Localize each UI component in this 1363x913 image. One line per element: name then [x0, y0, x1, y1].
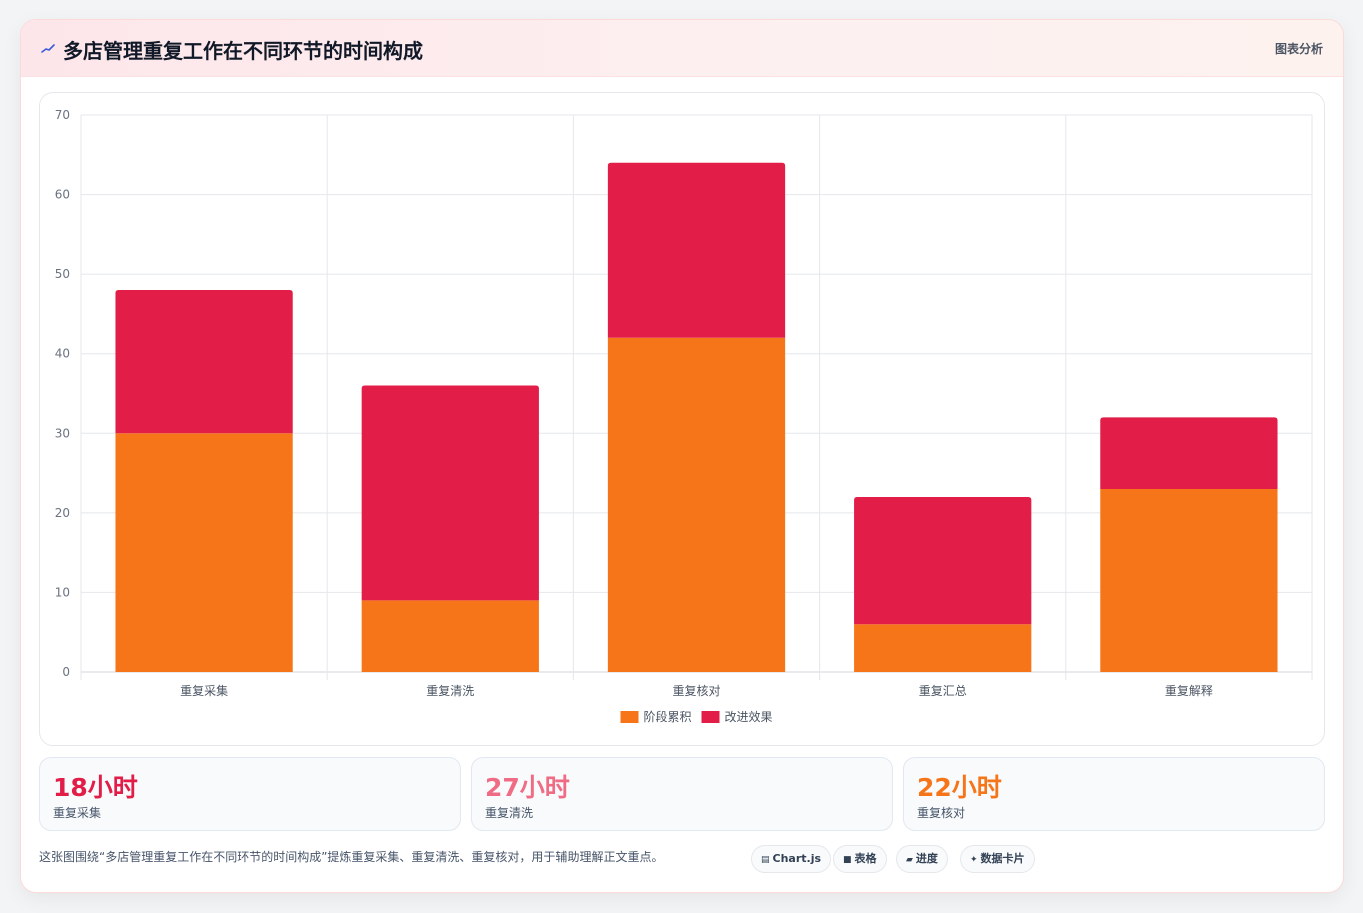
legend-swatch	[701, 711, 720, 723]
stat-value: 27小时	[485, 773, 570, 802]
y-tick-label: 60	[55, 188, 70, 202]
legend-swatch	[620, 711, 639, 723]
stat-card-clean: 27小时 重复清洗	[471, 757, 893, 831]
y-tick-label: 20	[55, 506, 70, 520]
stat-value: 18小时	[53, 773, 138, 802]
stat-cards: 18小时 重复采集 27小时 重复清洗 22小时 重复核对	[39, 757, 1325, 831]
bar-segment	[607, 337, 786, 672]
stat-label: 重复核对	[917, 806, 966, 820]
tag-table[interactable]: ■ 表格	[833, 845, 887, 873]
stat-label: 重复采集	[53, 806, 102, 820]
x-tick-label: 重复清洗	[426, 684, 474, 698]
chart-description: 这张图围绕“多店管理重复工作在不同环节的时间构成”提炼重复采集、重复清洗、重复核…	[39, 850, 664, 864]
tag-label: 数据卡片	[980, 852, 1025, 865]
chart-analysis-link[interactable]: 图表分析	[1274, 42, 1323, 56]
sparkle-icon: ✦	[970, 855, 978, 865]
legend-label: 阶段累积	[644, 709, 692, 724]
card-header: 多店管理重复工作在不同环节的时间构成 图表分析	[21, 20, 1343, 77]
bar-segment	[607, 162, 786, 338]
stat-card-verify: 22小时 重复核对	[903, 757, 1325, 831]
y-tick-label: 10	[55, 585, 70, 599]
x-tick-label: 重复采集	[180, 683, 228, 698]
stat-value: 22小时	[917, 773, 1002, 802]
legend-label: 改进效果	[725, 709, 773, 724]
tag-chartjs[interactable]: ▤ Chart.js	[751, 845, 832, 873]
bar-segment	[854, 496, 1032, 625]
x-tick-label: 重复解释	[1165, 684, 1213, 698]
table-icon: ■	[843, 855, 852, 865]
bar-segment	[115, 290, 293, 434]
tag-progress[interactable]: ▰ 进度	[896, 845, 948, 873]
bar-segment	[1100, 417, 1278, 489]
x-tick-label: 重复汇总	[919, 684, 967, 698]
y-tick-label: 30	[55, 426, 70, 440]
bar-segment	[115, 433, 293, 672]
tag-label: Chart.js	[772, 852, 822, 865]
bar-segment	[1100, 488, 1278, 672]
chart-card: 多店管理重复工作在不同环节的时间构成 图表分析 0 10 20 30 40 50 60 70 重…	[20, 19, 1344, 893]
trend-line-icon	[41, 44, 55, 53]
stat-card-collect: 18小时 重复采集	[39, 757, 461, 831]
y-tick-label: 50	[55, 267, 70, 281]
tag-data-card[interactable]: ✦ 数据卡片	[960, 845, 1035, 873]
tag-label: 表格	[854, 852, 877, 865]
stat-label: 重复清洗	[485, 806, 534, 820]
y-tick-label: 0	[62, 665, 70, 679]
y-tick-label: 40	[55, 347, 70, 361]
progress-icon: ▰	[906, 855, 913, 865]
bar-segment	[854, 624, 1032, 672]
bar-segment	[361, 600, 539, 672]
page-title: 多店管理重复工作在不同环节的时间构成	[63, 39, 423, 63]
chart-container: 0 10 20 30 40 50 60 70 重复采集 重复清洗 重复核对 重复汇总 重复解释阶段累积 改…	[39, 92, 1325, 746]
x-tick-label: 重复核对	[672, 684, 720, 698]
chart-icon: ▤	[761, 855, 770, 865]
y-tick-label: 70	[55, 108, 70, 122]
tag-label: 进度	[915, 852, 938, 865]
bar-segment	[361, 385, 539, 601]
